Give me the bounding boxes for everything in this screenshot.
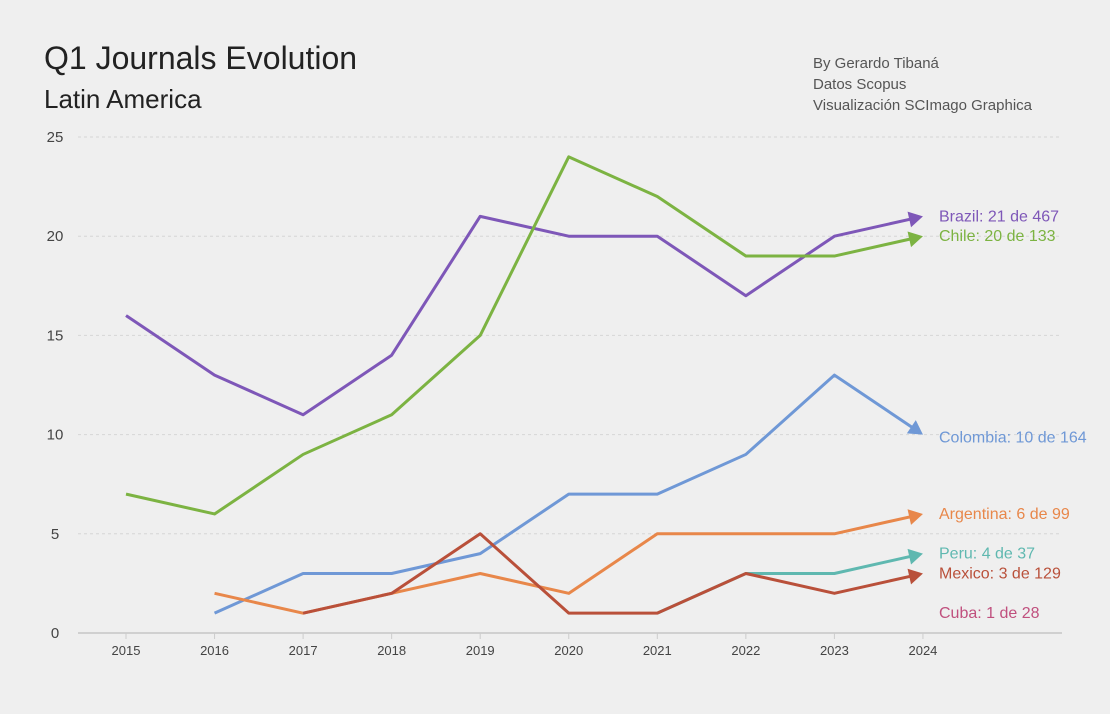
series-line-chile [125, 155, 913, 516]
credits: By Gerardo Tibaná Datos Scopus Visualiza… [813, 53, 1032, 116]
series-label-brazil: Brazil: 21 de 467 [939, 208, 1059, 225]
y-tick-label: 15 [47, 327, 64, 344]
series-line-argentina [214, 514, 913, 615]
x-tick-label: 2019 [466, 643, 495, 658]
credit-source: Datos Scopus [813, 76, 907, 93]
x-tick-label: 2015 [112, 643, 141, 658]
credit-tool: Visualización SCImago Graphica [813, 97, 1033, 114]
y-tick-label: 20 [47, 228, 64, 245]
x-tick-label: 2020 [554, 643, 583, 658]
y-tick-label: 0 [51, 625, 59, 642]
y-tick-label: 25 [47, 129, 64, 146]
series-line-colombia [213, 373, 915, 615]
series-arrowhead-brazil [907, 211, 923, 228]
x-tick-label: 2024 [908, 643, 937, 658]
series-label-peru: Peru: 4 de 37 [939, 546, 1035, 563]
series-arrowhead-colombia [906, 420, 923, 435]
credit-author: By Gerardo Tibaná [813, 55, 939, 72]
series-arrowhead-mexico [907, 568, 923, 585]
series-label-colombia: Colombia: 10 de 164 [939, 430, 1087, 447]
chart-subtitle: Latin America [44, 84, 202, 114]
y-tick-label: 10 [47, 427, 64, 444]
series-label-mexico: Mexico: 3 de 129 [939, 565, 1061, 582]
x-tick-label: 2016 [200, 643, 229, 658]
series-label-argentina: Argentina: 6 de 99 [939, 506, 1070, 523]
x-tick-label: 2021 [643, 643, 672, 658]
x-tick-label: 2018 [377, 643, 406, 658]
series-arrowhead-argentina [907, 509, 923, 525]
x-tick-label: 2022 [731, 643, 760, 658]
series-line-mexico [302, 532, 913, 615]
series-arrowhead-peru [907, 548, 923, 565]
series-arrowhead-chile [907, 231, 923, 248]
x-tick-label: 2023 [820, 643, 849, 658]
series-label-chile: Chile: 20 de 133 [939, 228, 1056, 245]
series-line-brazil [125, 214, 913, 417]
series-label-cuba: Cuba: 1 de 28 [939, 605, 1040, 622]
chart-title: Q1 Journals Evolution [44, 40, 358, 76]
x-tick-label: 2017 [289, 643, 318, 658]
y-tick-label: 5 [51, 526, 59, 543]
